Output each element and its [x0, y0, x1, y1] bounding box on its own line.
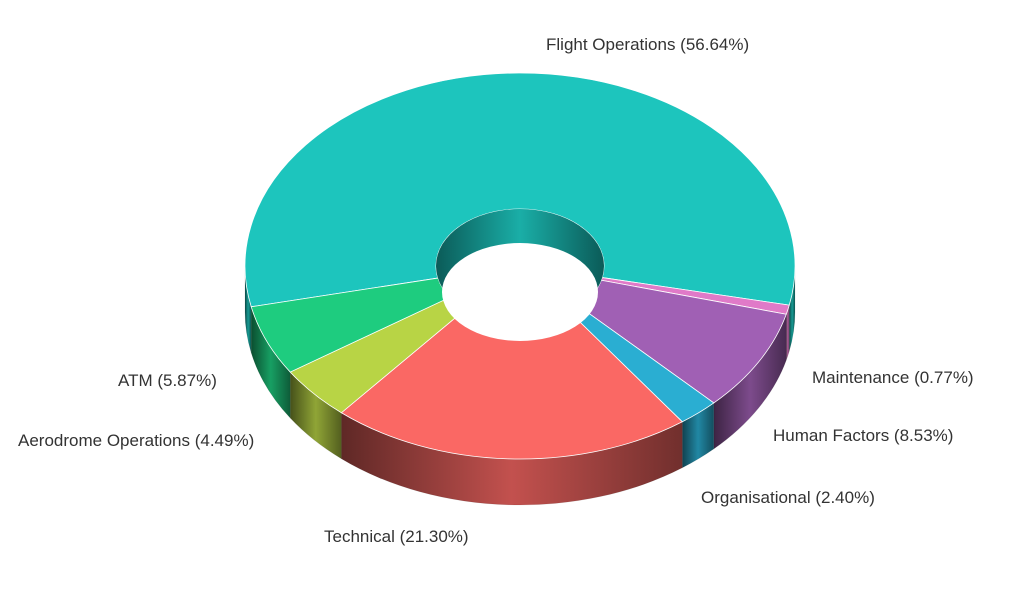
slice-labels: Flight Operations (56.64%) Maintenance (… — [18, 35, 974, 546]
label-maintenance: Maintenance (0.77%) — [812, 368, 974, 387]
label-technical: Technical (21.30%) — [324, 527, 469, 546]
label-aerodrome-operations: Aerodrome Operations (4.49%) — [18, 431, 254, 450]
label-flight-operations: Flight Operations (56.64%) — [546, 35, 749, 54]
label-organisational: Organisational (2.40%) — [701, 488, 875, 507]
donut-hole-center — [442, 243, 598, 341]
label-atm: ATM (5.87%) — [118, 371, 217, 390]
slice-tops — [244, 72, 796, 460]
label-human-factors: Human Factors (8.53%) — [773, 426, 953, 445]
